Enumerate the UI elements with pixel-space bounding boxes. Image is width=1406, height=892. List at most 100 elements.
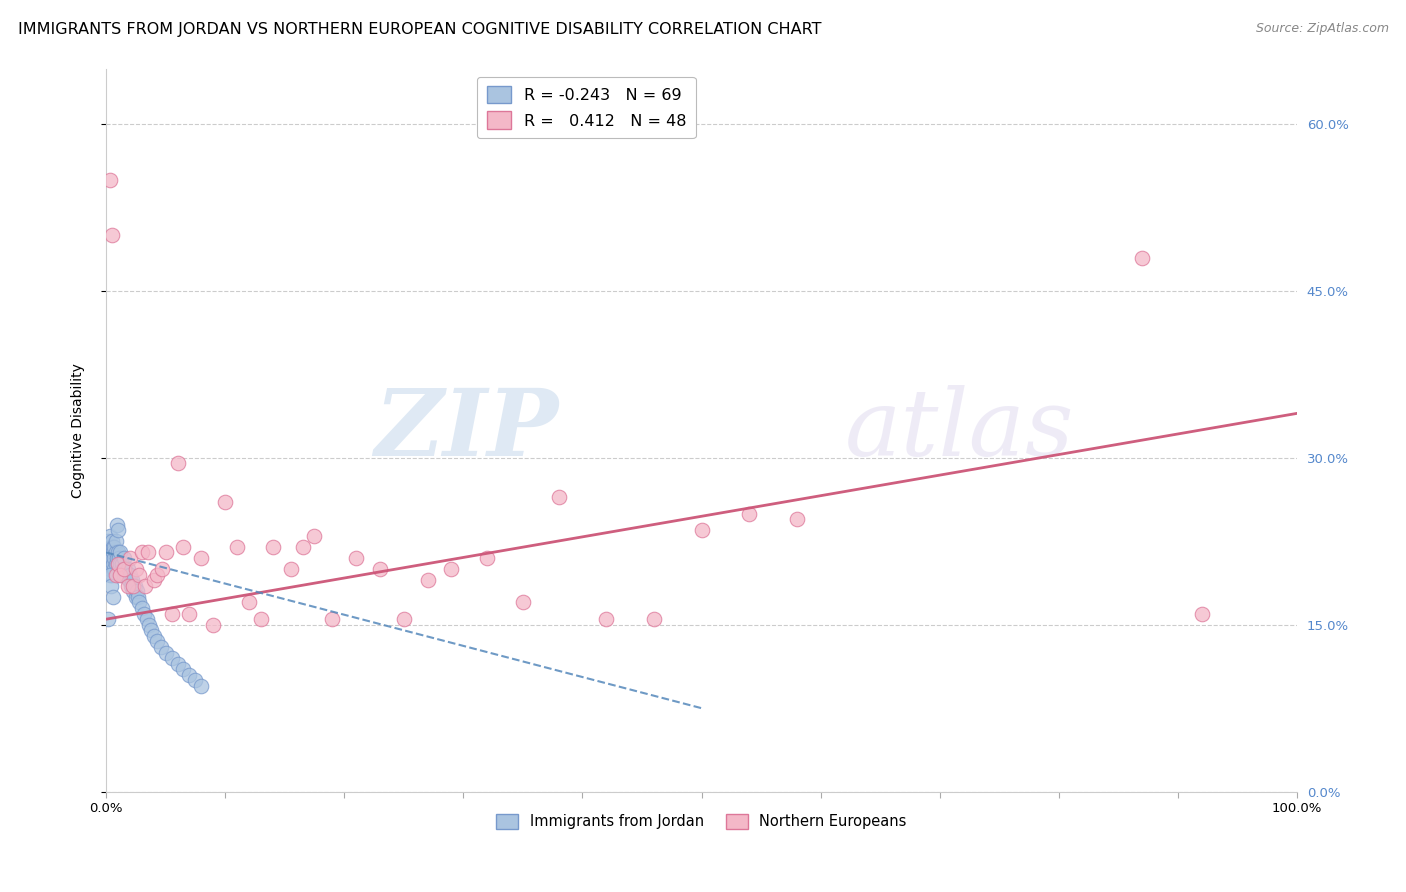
Point [136, 545, 159, 559]
Point [786, 512, 808, 526]
Point [98, 567, 121, 582]
Point [97, 612, 120, 626]
Point [166, 457, 188, 471]
Point [103, 540, 125, 554]
Point [105, 517, 128, 532]
Point [118, 574, 141, 588]
Point [110, 557, 132, 571]
Point [104, 534, 127, 549]
Y-axis label: Cognitive Disability: Cognitive Disability [72, 363, 86, 498]
Point [280, 562, 302, 576]
Point [595, 612, 617, 626]
Point [125, 584, 148, 599]
Point [146, 634, 169, 648]
Point [179, 668, 201, 682]
Point [112, 567, 135, 582]
Text: ZIP: ZIP [374, 385, 558, 475]
Point [392, 612, 415, 626]
Point [112, 562, 135, 576]
Point [291, 540, 314, 554]
Point [118, 567, 141, 582]
Point [104, 567, 127, 582]
Point [96, 545, 118, 559]
Point [108, 562, 131, 576]
Point [131, 601, 153, 615]
Point [135, 612, 157, 626]
Point [690, 523, 713, 537]
Point [134, 607, 156, 621]
Point [190, 679, 212, 693]
Point [142, 574, 165, 588]
Point [118, 551, 141, 566]
Point [738, 507, 761, 521]
Text: IMMIGRANTS FROM JORDAN VS NORTHERN EUROPEAN COGNITIVE DISABILITY CORRELATION CHA: IMMIGRANTS FROM JORDAN VS NORTHERN EUROP… [18, 22, 821, 37]
Point [107, 557, 129, 571]
Point [103, 551, 125, 566]
Point [416, 574, 439, 588]
Point [107, 545, 129, 559]
Point [110, 567, 132, 582]
Point [1191, 607, 1213, 621]
Point [101, 534, 124, 549]
Point [104, 557, 127, 571]
Point [440, 562, 463, 576]
Text: atlas: atlas [845, 385, 1074, 475]
Point [104, 545, 127, 559]
Point [108, 551, 131, 566]
Point [127, 590, 149, 604]
Point [1130, 251, 1153, 265]
Point [160, 607, 183, 621]
Point [110, 567, 132, 582]
Point [155, 545, 177, 559]
Point [103, 590, 125, 604]
Point [112, 551, 135, 566]
Point [115, 567, 138, 582]
Point [238, 595, 260, 609]
Point [547, 490, 569, 504]
Point [103, 545, 125, 559]
Point [138, 617, 160, 632]
Point [97, 534, 120, 549]
Point [321, 612, 343, 626]
Point [190, 551, 212, 566]
Point [166, 657, 188, 671]
Point [122, 579, 145, 593]
Point [98, 529, 121, 543]
Point [125, 562, 148, 576]
Point [134, 579, 156, 593]
Point [105, 551, 128, 566]
Point [172, 662, 194, 676]
Point [121, 574, 143, 588]
Point [142, 629, 165, 643]
Point [98, 173, 121, 187]
Point [149, 640, 172, 654]
Point [107, 557, 129, 571]
Point [128, 567, 150, 582]
Point [100, 557, 122, 571]
Point [250, 612, 273, 626]
Point [100, 579, 122, 593]
Point [368, 562, 391, 576]
Point [512, 595, 534, 609]
Text: Source: ZipAtlas.com: Source: ZipAtlas.com [1256, 22, 1389, 36]
Point [128, 595, 150, 609]
Point [98, 562, 121, 576]
Point [304, 529, 326, 543]
Point [103, 562, 125, 576]
Point [214, 495, 236, 509]
Point [97, 557, 120, 571]
Point [120, 579, 142, 593]
Point [117, 579, 139, 593]
Point [110, 557, 132, 571]
Point [103, 540, 125, 554]
Point [150, 562, 173, 576]
Point [101, 228, 124, 243]
Point [643, 612, 665, 626]
Point [122, 584, 145, 599]
Point [262, 540, 284, 554]
Point [141, 624, 163, 638]
Point [125, 590, 148, 604]
Point [105, 567, 128, 582]
Point [155, 646, 177, 660]
Point [179, 607, 201, 621]
